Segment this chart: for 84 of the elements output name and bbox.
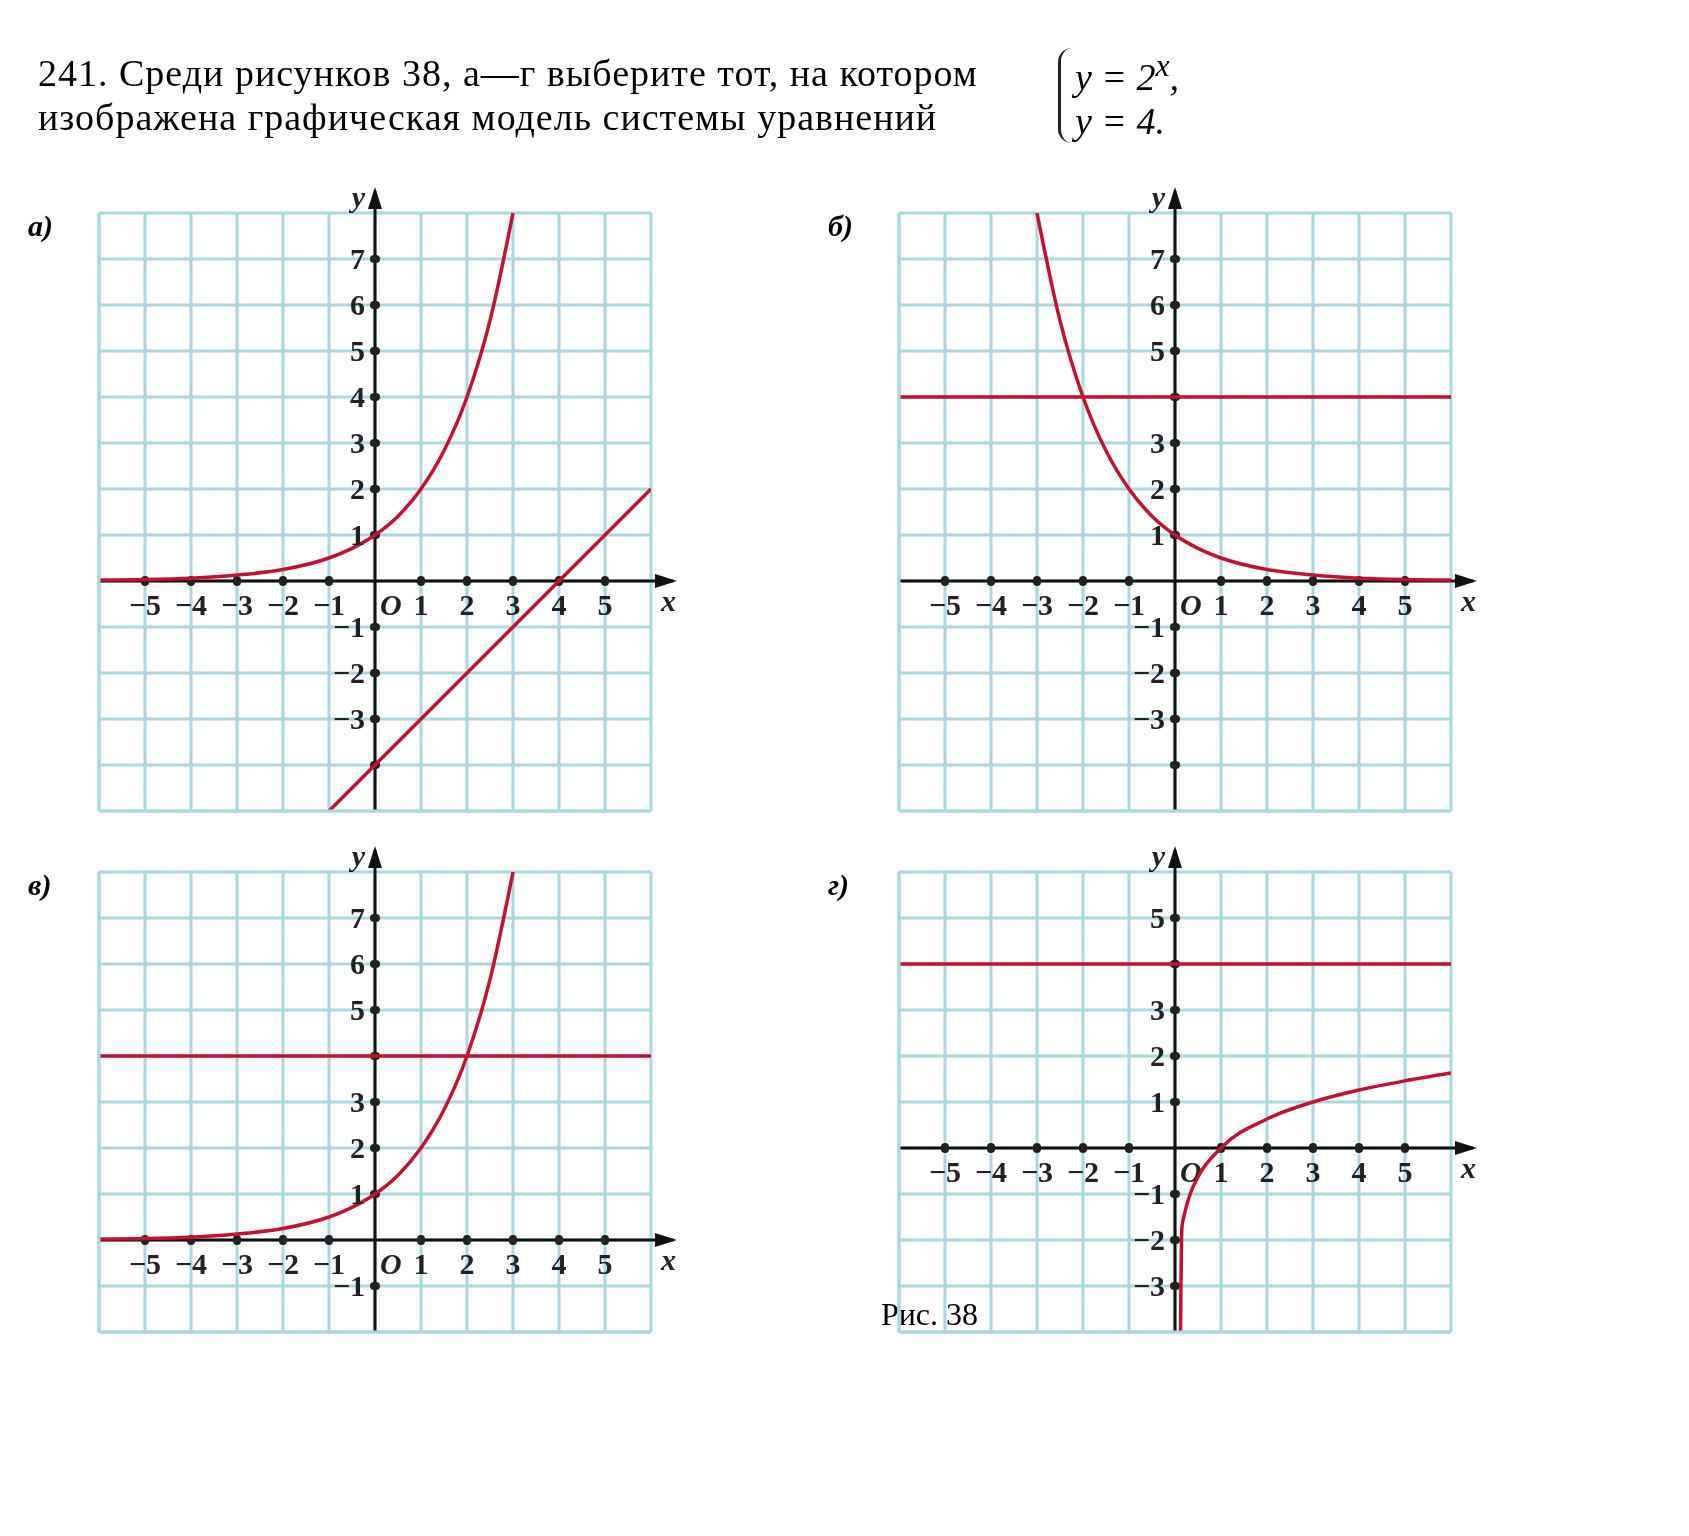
x-tick-label: 4 bbox=[551, 587, 567, 621]
x-axis-title: x bbox=[1460, 583, 1476, 617]
chart-title: г) bbox=[828, 866, 851, 902]
y-tick-label: 3 bbox=[350, 1084, 365, 1118]
y-tick-label: 2 bbox=[350, 1130, 365, 1164]
x-axis-title: x bbox=[1460, 1150, 1476, 1184]
x-tick-label: −5 bbox=[128, 587, 162, 621]
x-tick-label: 4 bbox=[551, 1246, 567, 1280]
x-tick-label: −5 bbox=[128, 1246, 162, 1280]
chart-subtitle: 241. Среди рисунков 38, а—г выберите тот, на котором изображена графическая модель системы уравнений bbox=[38, 51, 979, 140]
y-tick-label: −3 bbox=[332, 701, 365, 735]
x-tick-label: −4 bbox=[174, 587, 208, 621]
x-axis-title: x bbox=[660, 1242, 676, 1276]
y-axis-title: y bbox=[1148, 838, 1166, 872]
x-tick-label: 3 bbox=[1305, 587, 1321, 621]
y-tick-label: 2 bbox=[1150, 1038, 1165, 1072]
x-tick-label: 1 bbox=[413, 1246, 429, 1280]
y-tick-label: 2 bbox=[350, 471, 365, 505]
chart-title: б) bbox=[828, 207, 854, 243]
x-tick-label: −3 bbox=[1020, 587, 1054, 621]
x-tick-label: 1 bbox=[413, 587, 429, 621]
chart-title: в) bbox=[28, 866, 53, 902]
x-tick-label: −2 bbox=[266, 587, 300, 621]
y-tick-label: 6 bbox=[350, 287, 365, 321]
x-tick-label: 2 bbox=[459, 1246, 475, 1280]
y-tick-label: 7 bbox=[350, 900, 365, 934]
x-tick-label: 1 bbox=[1213, 1154, 1229, 1188]
x-tick-label: 5 bbox=[1397, 587, 1413, 621]
y-tick-label: 3 bbox=[1150, 992, 1165, 1026]
y-tick-label: −2 bbox=[332, 655, 365, 689]
x-tick-label: 2 bbox=[1259, 1154, 1275, 1188]
x-tick-label: 3 bbox=[1305, 1154, 1321, 1188]
y-tick-label: 2 bbox=[1150, 471, 1165, 505]
y-tick-label: 7 bbox=[1150, 241, 1165, 275]
y-tick-label: 6 bbox=[1150, 287, 1165, 321]
y-axis-title: y bbox=[348, 179, 366, 213]
x-tick-label: 5 bbox=[597, 1246, 613, 1280]
y-tick-label: 1 bbox=[350, 517, 365, 551]
y-tick-label: −3 bbox=[1132, 1268, 1165, 1302]
y-tick-label: 6 bbox=[350, 946, 365, 980]
y-tick-label: 5 bbox=[1150, 900, 1165, 934]
x-tick-label: −3 bbox=[220, 587, 254, 621]
x-tick-label: 3 bbox=[505, 1246, 521, 1280]
y-tick-label: 5 bbox=[350, 992, 365, 1026]
y-tick-label: 1 bbox=[350, 1176, 365, 1210]
y-tick-label: −3 bbox=[1132, 701, 1165, 735]
annotation: O bbox=[1180, 587, 1202, 621]
y-tick-label: 5 bbox=[350, 333, 365, 367]
y-tick-label: 5 bbox=[1150, 333, 1165, 367]
x-tick-label: −4 bbox=[174, 1246, 208, 1280]
x-tick-label: −2 bbox=[1066, 1154, 1100, 1188]
y-tick-label: 4 bbox=[350, 379, 365, 413]
annotation: O bbox=[380, 1246, 402, 1280]
line-series bbox=[1178, 1070, 1451, 1332]
x-tick-label: 5 bbox=[597, 587, 613, 621]
x-tick-label: 2 bbox=[459, 587, 475, 621]
x-tick-label: 1 bbox=[1213, 587, 1229, 621]
y-tick-label: −2 bbox=[1132, 655, 1165, 689]
annotation: O bbox=[380, 587, 402, 621]
annotation: Рис. 38 bbox=[880, 1295, 978, 1333]
y-axis-title: y bbox=[1148, 179, 1166, 213]
y-tick-label: 1 bbox=[1150, 1084, 1165, 1118]
y-axis-title: y bbox=[348, 838, 366, 872]
x-axis-title: x bbox=[660, 583, 676, 617]
chart-title: а) bbox=[28, 207, 54, 243]
y-tick-label: 7 bbox=[350, 241, 365, 275]
x-tick-label: −3 bbox=[1020, 1154, 1054, 1188]
x-tick-label: −2 bbox=[266, 1246, 300, 1280]
y-tick-label: 3 bbox=[1150, 425, 1165, 459]
x-tick-label: 4 bbox=[1351, 1154, 1367, 1188]
x-tick-label: −5 bbox=[928, 587, 962, 621]
x-tick-label: −2 bbox=[1066, 587, 1100, 621]
line-series bbox=[99, 212, 515, 582]
x-tick-label: 5 bbox=[1397, 1154, 1413, 1188]
y-tick-label: 1 bbox=[1150, 517, 1165, 551]
x-tick-label: −4 bbox=[974, 1154, 1008, 1188]
x-tick-label: −5 bbox=[928, 1154, 962, 1188]
x-tick-label: −4 bbox=[974, 587, 1008, 621]
y-tick-label: −2 bbox=[1132, 1222, 1165, 1256]
y-tick-label: 3 bbox=[350, 425, 365, 459]
x-tick-label: 3 bbox=[505, 587, 521, 621]
x-tick-label: 4 bbox=[1351, 587, 1367, 621]
x-tick-label: −3 bbox=[220, 1246, 254, 1280]
x-tick-label: 2 bbox=[1259, 587, 1275, 621]
